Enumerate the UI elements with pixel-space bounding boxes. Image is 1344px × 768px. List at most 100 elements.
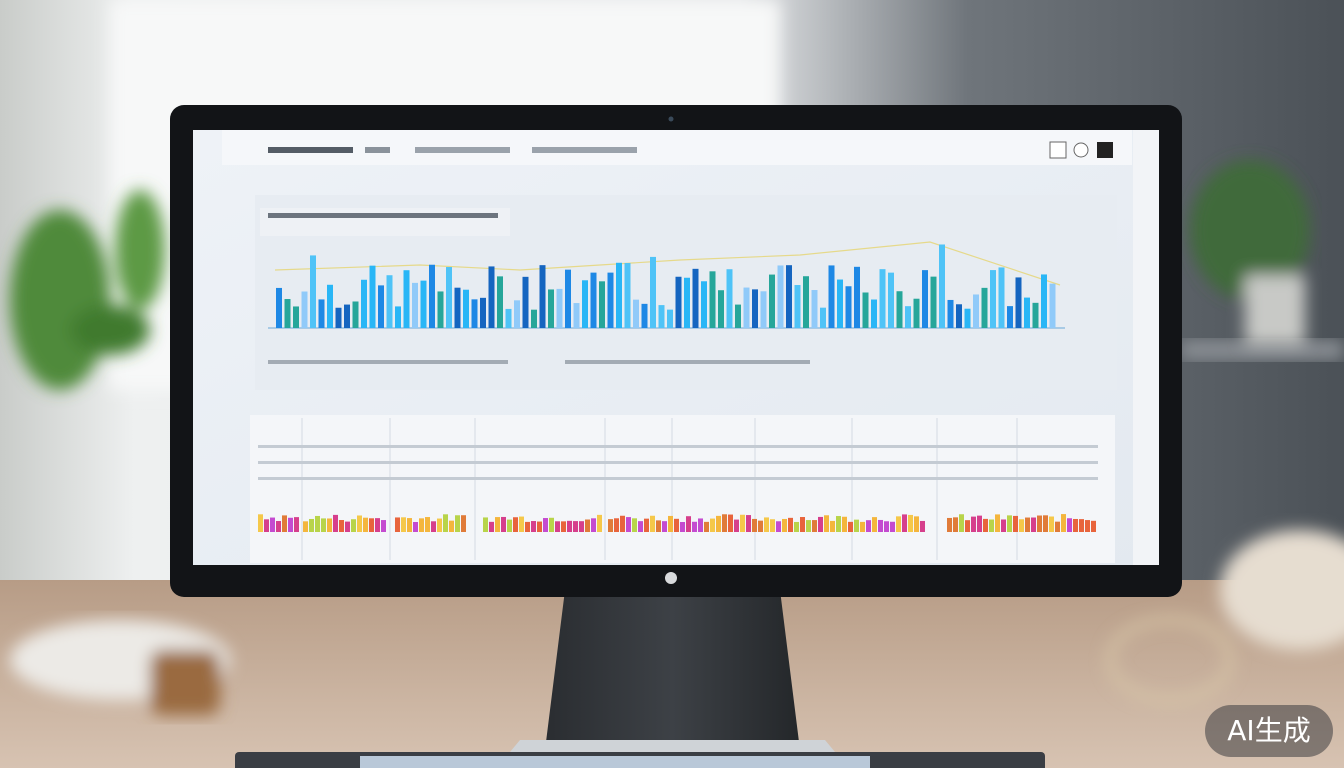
decor-strip bbox=[872, 517, 877, 532]
decor-bar bbox=[386, 275, 393, 328]
decor-bar bbox=[590, 272, 597, 328]
decor-strip bbox=[1043, 515, 1048, 532]
decor-strip bbox=[740, 514, 745, 532]
decor-bar bbox=[369, 265, 376, 328]
bar-group bbox=[276, 244, 1056, 328]
decor-bar bbox=[930, 276, 937, 328]
decor-strip bbox=[501, 516, 506, 532]
decor-bar bbox=[556, 288, 563, 328]
decor-bar bbox=[888, 272, 894, 328]
hat bbox=[1107, 530, 1344, 703]
row-placeholder bbox=[258, 477, 1098, 480]
decor-bar bbox=[650, 256, 656, 328]
decor-strip bbox=[437, 518, 442, 532]
decor-bar bbox=[1032, 302, 1039, 328]
decor-bar bbox=[862, 292, 869, 328]
decor-strip bbox=[276, 521, 281, 532]
decor-strip bbox=[1037, 515, 1042, 532]
decor-strip bbox=[288, 517, 293, 532]
decor-bar bbox=[310, 255, 316, 328]
decor-bar bbox=[539, 265, 546, 328]
decor-strip bbox=[704, 521, 709, 532]
decor-strip bbox=[461, 515, 466, 532]
decor-bar bbox=[769, 274, 775, 328]
decor-strip bbox=[818, 516, 823, 532]
decor-strip bbox=[419, 518, 424, 532]
decor-bar bbox=[692, 268, 699, 328]
decor-bar bbox=[973, 294, 979, 328]
decor-strip bbox=[333, 514, 338, 532]
decor-strip bbox=[614, 518, 619, 532]
decor-strip bbox=[644, 518, 649, 532]
decor-bar bbox=[1024, 297, 1030, 328]
decor-bar bbox=[794, 285, 801, 328]
decor-bar bbox=[531, 309, 537, 328]
decor-strip bbox=[878, 519, 883, 532]
chart-title-placeholder bbox=[268, 213, 498, 218]
decor-bar bbox=[718, 290, 724, 328]
decor-strip bbox=[632, 518, 637, 532]
decor-strip bbox=[264, 519, 269, 532]
decor-strip bbox=[489, 521, 494, 532]
decor-bar bbox=[284, 299, 291, 328]
decor-strip bbox=[507, 519, 512, 532]
decor-bar bbox=[276, 287, 282, 328]
decor-strip bbox=[824, 515, 829, 532]
decor-bar bbox=[335, 307, 342, 328]
decor-strip bbox=[965, 520, 970, 532]
decor-strip bbox=[401, 517, 406, 532]
decor-bar bbox=[361, 279, 367, 328]
decor-bar bbox=[599, 281, 605, 328]
decor-strip bbox=[294, 517, 299, 532]
decor-bar bbox=[998, 267, 1005, 328]
decor-strip bbox=[495, 517, 500, 532]
caption-placeholder bbox=[268, 360, 508, 364]
decor-bar bbox=[395, 306, 401, 328]
stand-base bbox=[510, 740, 835, 752]
decor-strip bbox=[692, 521, 697, 532]
decor-strip bbox=[989, 519, 994, 532]
decor-strip bbox=[782, 518, 787, 532]
decor-bar bbox=[845, 286, 852, 328]
decor-strip bbox=[443, 514, 448, 532]
menu-placeholder bbox=[532, 147, 637, 153]
decor-bar bbox=[786, 265, 792, 328]
decor-strip bbox=[752, 518, 757, 532]
decor-strip bbox=[806, 520, 811, 532]
decor-bar bbox=[429, 264, 435, 328]
decor-strip bbox=[800, 517, 805, 532]
menu-placeholder bbox=[365, 147, 390, 153]
decor-strip bbox=[983, 518, 988, 532]
decor-bar bbox=[488, 266, 495, 328]
decor-strip bbox=[638, 521, 643, 532]
table-columns bbox=[258, 418, 1098, 560]
decor-bar bbox=[344, 304, 350, 328]
decor-bar bbox=[641, 303, 648, 328]
decor-strip bbox=[258, 514, 263, 532]
decor-bar bbox=[480, 297, 486, 328]
decor-bar bbox=[990, 270, 996, 328]
decor-strip bbox=[947, 517, 952, 532]
decor-strip bbox=[531, 521, 536, 532]
decor-strip bbox=[776, 521, 781, 532]
icon-button[interactable] bbox=[1097, 142, 1113, 158]
decor-bar bbox=[684, 277, 690, 328]
color-strips bbox=[258, 514, 1096, 532]
icon-button[interactable] bbox=[1049, 141, 1067, 159]
decor-strip bbox=[977, 515, 982, 532]
decor-bar bbox=[803, 276, 809, 328]
decor-strip bbox=[698, 518, 703, 532]
decor-strip bbox=[1049, 516, 1054, 532]
decor-strip bbox=[902, 514, 907, 532]
decor-bar bbox=[548, 289, 554, 328]
icon-button[interactable] bbox=[1073, 142, 1089, 158]
decor-strip bbox=[375, 518, 380, 532]
decor-bar bbox=[437, 291, 444, 328]
camera bbox=[668, 116, 674, 122]
decor-bar bbox=[820, 307, 826, 328]
decor-strip bbox=[282, 515, 287, 532]
side-bar bbox=[1133, 130, 1159, 565]
decor-bar bbox=[301, 291, 308, 328]
decor-strip bbox=[812, 520, 817, 532]
